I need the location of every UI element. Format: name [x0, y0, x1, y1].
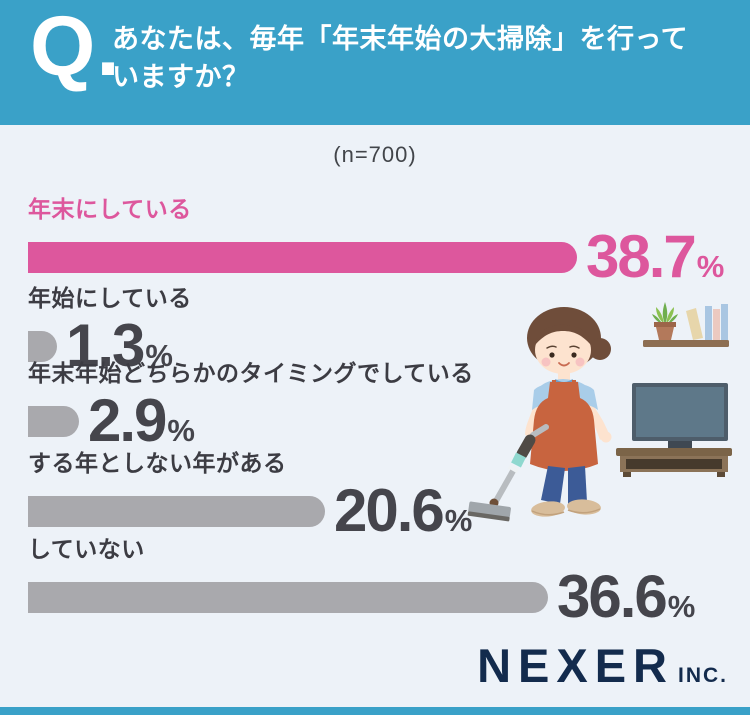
percent-sign: %	[444, 503, 473, 538]
tv-stand-icon	[616, 448, 732, 477]
percent-sign: %	[145, 338, 173, 373]
brand-suffix: INC.	[678, 664, 728, 687]
brand-name: NEXER	[477, 639, 674, 692]
value-number: 38.7	[586, 223, 697, 290]
value-number: 36.6	[557, 563, 668, 630]
wall-shelf-icon	[643, 302, 729, 347]
bar	[28, 241, 577, 273]
sample-size-label: (n=700)	[333, 142, 417, 167]
bar-value: 2.9 %	[88, 391, 195, 451]
value-number: 1.3	[66, 312, 145, 379]
bar-row-not-doing: していない 36.6 %	[28, 536, 695, 627]
bar-row-some-years: する年としない年がある 20.6 %	[28, 450, 472, 541]
bar-value: 36.6 %	[557, 567, 695, 627]
tv-icon	[632, 383, 728, 448]
bar-value: 20.6 %	[334, 481, 472, 541]
bar	[28, 495, 325, 527]
woman-vacuuming-icon	[525, 307, 612, 517]
plant-icon	[652, 302, 678, 340]
books-icon	[686, 304, 728, 340]
bar	[28, 330, 57, 362]
question-line-2: いますか？	[112, 62, 250, 92]
bar-value: 38.7 %	[586, 227, 724, 287]
bar-row-nenmatsu: 年末にしている 38.7 %	[28, 196, 724, 287]
value-number: 20.6	[334, 477, 445, 544]
question-text: あなたは、毎年「年末年始の大掃除」を行って いますか？	[112, 20, 688, 96]
shelf-board	[643, 340, 729, 347]
bar-label: していない	[28, 536, 145, 562]
value-number: 2.9	[88, 387, 167, 454]
question-line-1: あなたは、毎年「年末年始の大掃除」を行って	[112, 24, 689, 54]
header-band: Q. あなたは、毎年「年末年始の大掃除」を行って いますか？	[0, 0, 750, 125]
percent-sign: %	[667, 589, 696, 624]
bar-label: 年末年始どちらかのタイミングでしている	[28, 360, 474, 386]
bar-row-nenshi: 年始にしている 1.3 %	[28, 285, 192, 376]
percent-sign: %	[696, 249, 725, 284]
bar-label: 年末にしている	[28, 196, 192, 222]
bar-row-either-timing: 年末年始どちらかのタイミングでしている 2.9 %	[28, 360, 474, 451]
brand-logo: NEXER INC.	[477, 638, 728, 693]
bar	[28, 581, 548, 613]
footer-band	[0, 707, 750, 715]
question-mark-label: Q.	[30, 0, 121, 93]
percent-sign: %	[167, 413, 195, 448]
bar-label: する年としない年がある	[28, 450, 287, 476]
bar-value: 1.3 %	[66, 316, 173, 376]
vacuum-icon	[467, 424, 549, 522]
bar	[28, 405, 79, 437]
bar-label: 年始にしている	[28, 285, 192, 311]
cleaning-illustration	[467, 302, 732, 522]
